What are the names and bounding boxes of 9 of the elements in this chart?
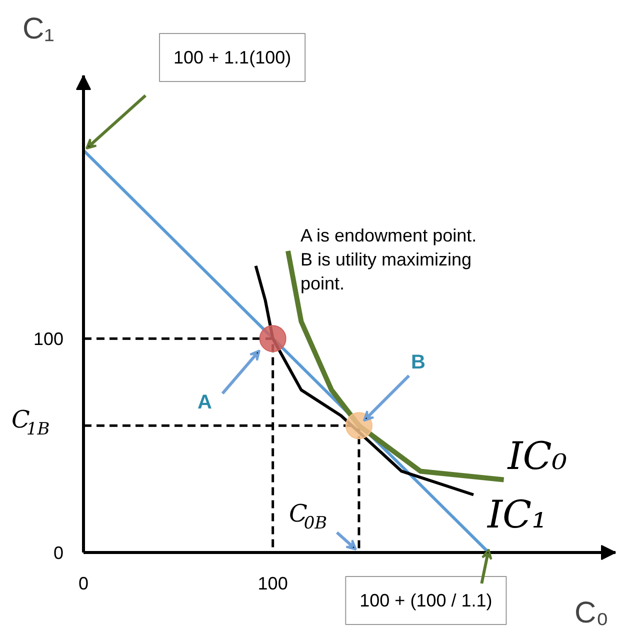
annotation: B (410, 352, 426, 374)
y-axis-title: C₁ (22, 12, 54, 46)
annotation: 100 + (100 / 1.1) (360, 590, 492, 610)
x-axis-title: C₀ (574, 596, 609, 630)
series-label: IC₁ (486, 492, 547, 537)
annotation: A (198, 392, 212, 414)
text: 100 + 1.1(100) (174, 48, 292, 68)
series-label: IC₀ (506, 434, 568, 478)
annotation: A is endowment point. B is utility maximizing point. (300, 226, 477, 294)
